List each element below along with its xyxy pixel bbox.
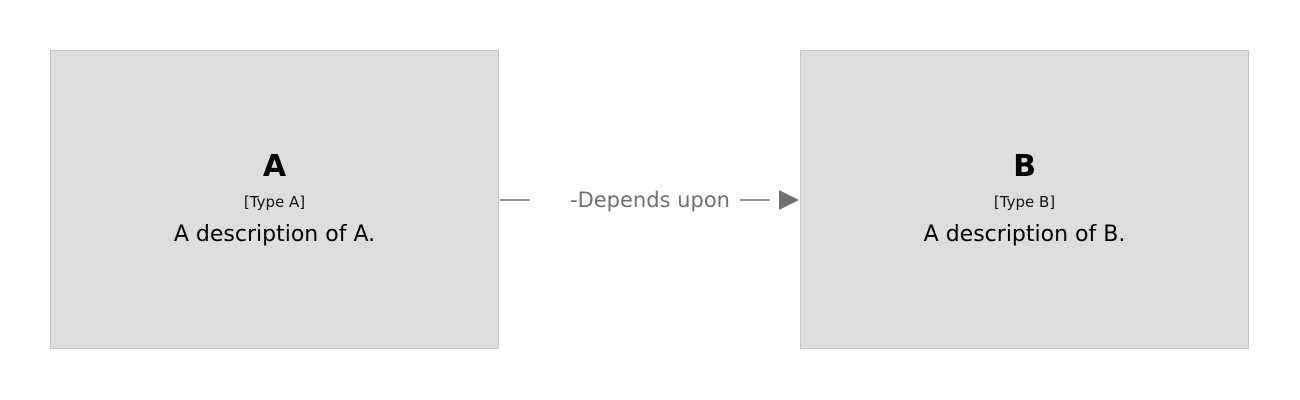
node-a-name: A	[262, 149, 287, 184]
node-a-description: A description of A.	[173, 222, 376, 247]
node-b-type: [Type B]	[993, 193, 1056, 211]
node-b[interactable]: B [Type B] A description of B.	[800, 50, 1249, 349]
node-b-name: B	[1013, 149, 1036, 184]
node-b-description: A description of B.	[923, 222, 1126, 247]
node-a[interactable]: A [Type A] A description of A.	[50, 50, 499, 349]
node-a-type: [Type A]	[243, 193, 306, 211]
arrowhead-icon	[779, 190, 799, 210]
edge-label: -Depends upon	[570, 188, 730, 212]
